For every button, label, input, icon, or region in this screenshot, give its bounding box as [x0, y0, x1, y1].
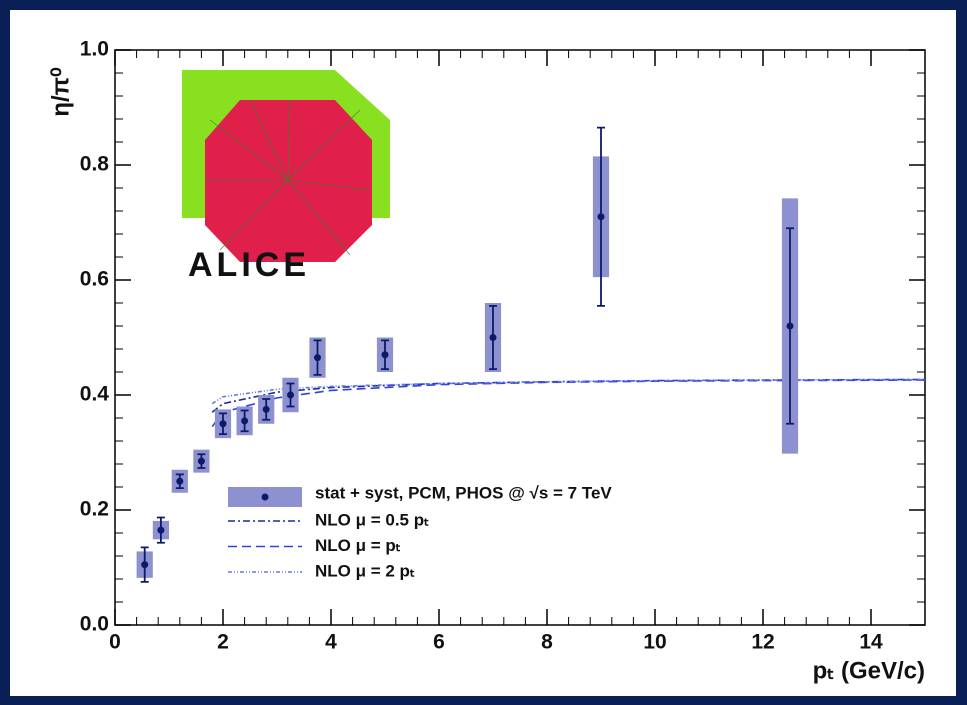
x-tick-label: 10	[643, 631, 666, 654]
x-tick-label: 0	[109, 631, 121, 654]
y-axis-label: η/π⁰	[47, 67, 74, 117]
y-tick-label: 0.8	[80, 153, 110, 176]
data-point	[241, 417, 249, 425]
data-point	[786, 322, 794, 330]
legend-label: NLO μ = pₜ	[315, 536, 401, 555]
legend-label: NLO μ = 2 pₜ	[315, 561, 415, 580]
plot-frame	[114, 49, 926, 626]
x-tick-label: 6	[433, 631, 445, 654]
y-tick-label: 0.6	[80, 268, 109, 291]
data-point	[381, 351, 389, 359]
x-tick-label: 8	[541, 631, 553, 654]
x-tick-label: 4	[325, 631, 337, 654]
y-tick-label: 0.0	[80, 613, 109, 636]
legend-point	[261, 493, 269, 501]
data-point	[287, 391, 294, 399]
logo: ALICE	[182, 70, 390, 284]
data-point	[157, 526, 165, 534]
data-point	[197, 457, 205, 465]
data-point	[597, 213, 605, 221]
data-point	[176, 477, 184, 485]
data-point	[262, 405, 270, 413]
data-point	[219, 420, 227, 428]
y-tick-label: 1.0	[80, 38, 109, 61]
canvas	[10, 10, 956, 696]
data-point	[314, 354, 321, 362]
x-tick-label: 2	[217, 631, 229, 654]
data-point	[489, 334, 497, 341]
legend-label: NLO μ = 0.5 pₜ	[315, 510, 429, 529]
y-tick-label: 0.4	[80, 383, 110, 406]
nlo-curve	[211, 378, 926, 405]
legend-label: stat + syst, PCM, PHOS @ √s = 7 TeV	[315, 483, 612, 502]
x-axis-label: pₜ (GeV/c)	[813, 657, 925, 684]
x-tick-label: 12	[751, 631, 774, 654]
x-tick-label: 14	[859, 631, 883, 654]
y-tick-label: 0.2	[80, 498, 109, 521]
data-point	[141, 561, 149, 569]
logo-text: ALICE	[188, 246, 310, 284]
